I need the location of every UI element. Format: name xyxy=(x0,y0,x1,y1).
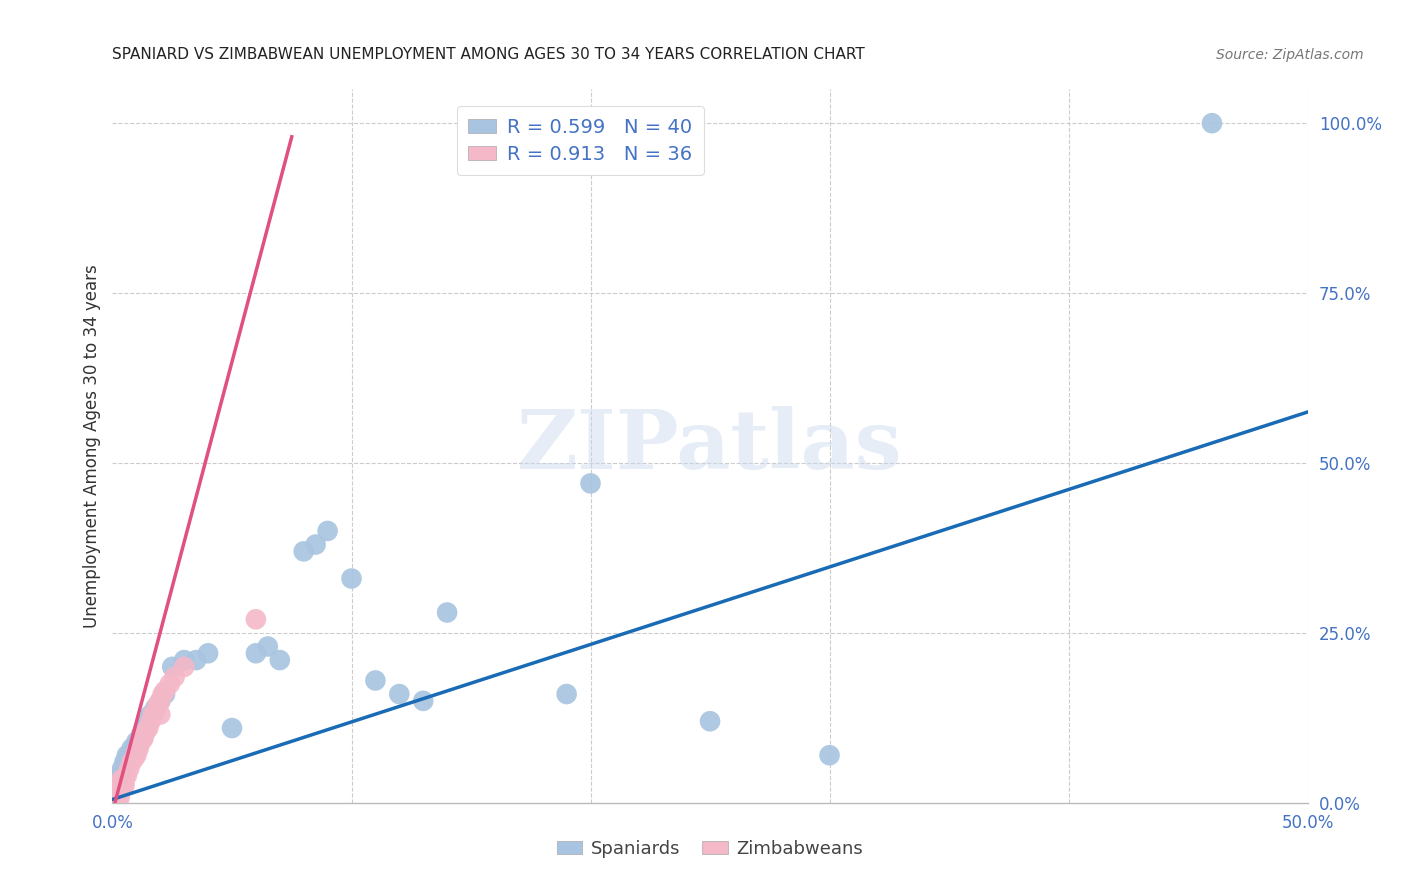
Point xyxy=(138,721,160,735)
Point xyxy=(121,741,143,756)
Point xyxy=(115,748,138,763)
Point xyxy=(818,748,841,763)
Point xyxy=(699,714,721,729)
Point xyxy=(153,683,176,698)
Point xyxy=(257,640,280,654)
Point xyxy=(139,714,162,729)
Point xyxy=(108,775,131,789)
Point xyxy=(292,544,315,558)
Point xyxy=(101,796,124,810)
Text: ZIPatlas: ZIPatlas xyxy=(517,406,903,486)
Point xyxy=(121,755,143,769)
Point xyxy=(145,700,167,714)
Point xyxy=(186,653,208,667)
Point xyxy=(162,660,183,674)
Point xyxy=(129,728,152,742)
Point xyxy=(105,792,128,806)
Point xyxy=(221,721,243,735)
Point xyxy=(128,741,150,756)
Point xyxy=(245,646,267,660)
Point xyxy=(108,786,131,800)
Point xyxy=(579,476,602,491)
Point xyxy=(105,789,128,803)
Point xyxy=(1201,116,1223,130)
Point xyxy=(114,779,135,793)
Point xyxy=(125,734,148,748)
Point xyxy=(388,687,411,701)
Point xyxy=(108,769,131,783)
Point xyxy=(269,653,291,667)
Point xyxy=(146,698,169,712)
Point xyxy=(245,612,267,626)
Point xyxy=(340,572,363,586)
Point xyxy=(105,775,128,789)
Point xyxy=(104,782,127,797)
Point xyxy=(149,694,172,708)
Point xyxy=(125,745,148,759)
Point xyxy=(118,748,141,763)
Point xyxy=(145,704,167,718)
Point xyxy=(125,748,148,763)
Point xyxy=(149,707,172,722)
Point xyxy=(111,782,134,797)
Point xyxy=(316,524,339,538)
Point xyxy=(197,646,219,660)
Point xyxy=(115,769,138,783)
Point xyxy=(132,728,155,742)
Point xyxy=(111,772,134,786)
Point xyxy=(304,537,326,551)
Point xyxy=(436,606,458,620)
Point xyxy=(555,687,578,701)
Point xyxy=(152,687,174,701)
Point xyxy=(122,741,145,756)
Legend: Spaniards, Zimbabweans: Spaniards, Zimbabweans xyxy=(550,833,870,865)
Point xyxy=(129,734,152,748)
Text: SPANIARD VS ZIMBABWEAN UNEMPLOYMENT AMONG AGES 30 TO 34 YEARS CORRELATION CHART: SPANIARD VS ZIMBABWEAN UNEMPLOYMENT AMON… xyxy=(112,47,865,62)
Point xyxy=(138,714,160,729)
Point xyxy=(104,782,127,797)
Point xyxy=(108,790,131,805)
Point xyxy=(142,707,165,722)
Point xyxy=(149,694,172,708)
Point xyxy=(111,762,134,776)
Point xyxy=(173,653,195,667)
Point xyxy=(132,731,155,746)
Point xyxy=(135,721,157,735)
Point xyxy=(364,673,387,688)
Point xyxy=(105,779,128,793)
Point xyxy=(163,670,186,684)
Y-axis label: Unemployment Among Ages 30 to 34 years: Unemployment Among Ages 30 to 34 years xyxy=(83,264,101,628)
Point xyxy=(153,687,176,701)
Point xyxy=(139,707,162,722)
Point xyxy=(122,751,145,765)
Point xyxy=(412,694,434,708)
Point xyxy=(118,762,141,776)
Point xyxy=(128,734,150,748)
Point xyxy=(173,660,195,674)
Point xyxy=(104,789,127,803)
Point xyxy=(135,724,157,739)
Point xyxy=(159,677,181,691)
Point xyxy=(114,755,135,769)
Text: Source: ZipAtlas.com: Source: ZipAtlas.com xyxy=(1216,48,1364,62)
Point xyxy=(114,775,135,789)
